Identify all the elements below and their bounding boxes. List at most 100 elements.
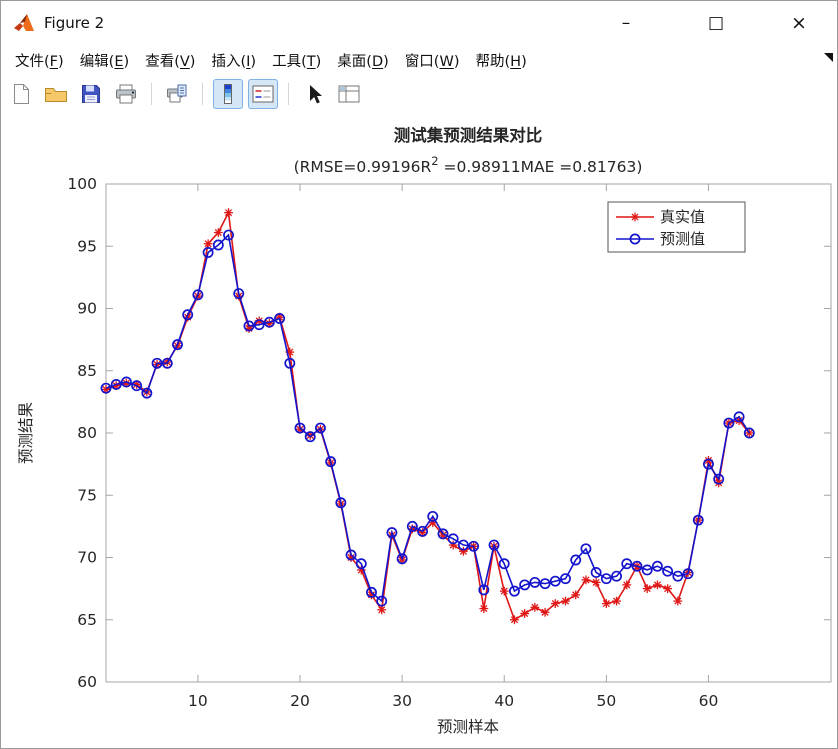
marker-asterisk — [521, 609, 529, 618]
marker-circle — [233, 288, 245, 300]
marker-circle — [570, 554, 582, 566]
marker-circle — [396, 553, 408, 565]
series-line-predicted — [105, 233, 750, 603]
figure-toolbar — [1, 75, 837, 113]
marker-circle — [560, 573, 571, 585]
marker-asterisk — [674, 597, 682, 605]
marker-asterisk — [653, 581, 661, 589]
new-figure-icon — [13, 84, 29, 104]
marker-circle — [263, 316, 275, 328]
save-figure-button[interactable] — [76, 79, 106, 109]
print-preview-button[interactable] — [162, 79, 192, 109]
marker-circle — [202, 247, 214, 258]
marker-circle — [304, 431, 316, 443]
window-controls: – □ × — [581, 1, 837, 45]
close-button[interactable]: × — [791, 12, 807, 34]
menu-bar: 文件(F) 编辑(E) 查看(V) 插入(I) 工具(T) 桌面(D) 窗口(W) 帮助(H) — [1, 45, 837, 75]
marker-circle — [692, 514, 704, 526]
legend-label-predicted: 预测值 — [660, 230, 705, 248]
legend-label-actual: 真实值 — [660, 208, 705, 226]
legend-box[interactable] — [607, 201, 746, 253]
marker-asterisk — [480, 604, 488, 613]
open-file-button[interactable] — [41, 79, 71, 109]
marker-asterisk — [378, 606, 386, 614]
marker-asterisk — [704, 456, 713, 464]
marker-circle — [141, 387, 153, 399]
marker-circle — [611, 570, 623, 582]
marker-asterisk — [541, 608, 549, 616]
menu-item-window[interactable]: 窗口(W) — [404, 53, 460, 70]
menu-item-desktop[interactable]: 桌面(D) — [337, 53, 389, 70]
marker-asterisk — [664, 585, 672, 593]
marker-circle — [629, 233, 641, 245]
menu-item-file[interactable]: 文件(F) — [15, 53, 64, 70]
marker-circle — [743, 427, 755, 439]
marker-circle — [192, 289, 204, 301]
marker-circle — [509, 585, 520, 597]
y-tick-label: 85 — [77, 362, 97, 380]
marker-circle — [131, 380, 143, 392]
marker-circle — [345, 549, 357, 561]
edit-plot-button[interactable] — [299, 79, 329, 109]
marker-circle — [212, 239, 224, 251]
y-axis-label: 预测结果 — [17, 402, 35, 464]
marker-circle — [437, 528, 449, 540]
marker-circle — [243, 320, 255, 332]
marker-circle — [376, 595, 388, 607]
marker-asterisk — [531, 603, 539, 611]
save-figure-icon — [82, 85, 100, 103]
marker-circle — [682, 568, 694, 580]
marker-circle — [151, 357, 163, 369]
marker-asterisk — [613, 597, 621, 605]
menu-item-edit[interactable]: 编辑(E) — [79, 53, 130, 70]
toolbar-separator — [151, 83, 152, 105]
menu-item-help[interactable]: 帮助(H) — [475, 53, 527, 70]
minimize-button[interactable]: – — [621, 13, 631, 33]
y-tick-label: 95 — [77, 237, 97, 255]
marker-asterisk — [224, 209, 233, 217]
axes-box — [105, 183, 832, 683]
new-figure-button[interactable] — [6, 79, 36, 109]
marker-circle — [335, 497, 347, 509]
print-figure-icon — [116, 84, 136, 104]
menu-item-view[interactable]: 查看(V) — [145, 53, 196, 70]
print-figure-button[interactable] — [111, 79, 141, 109]
marker-asterisk — [715, 479, 723, 487]
marker-circle — [253, 319, 265, 331]
marker-circle — [529, 576, 541, 588]
series-line-actual — [105, 209, 750, 621]
marker-asterisk — [439, 531, 447, 539]
marker-circle — [457, 539, 469, 551]
marker-circle — [386, 527, 398, 539]
marker-circle — [590, 566, 602, 578]
marker-circle — [314, 422, 326, 434]
chart-subtitle-prefix: (RMSE=0.99196R — [294, 158, 432, 176]
chart-title: 测试集预测结果对比 — [394, 125, 543, 145]
marker-asterisk — [122, 379, 130, 387]
marker-circle — [120, 376, 132, 388]
show-plot-tools-button[interactable] — [334, 79, 364, 109]
toolbar-separator — [288, 83, 289, 105]
maximize-button[interactable]: □ — [707, 13, 725, 33]
marker-circle — [733, 411, 745, 423]
marker-circle — [417, 525, 428, 537]
dock-figure-icon[interactable] — [824, 53, 833, 62]
marker-circle — [539, 578, 551, 590]
x-axis-label: 预测样本 — [437, 718, 499, 736]
marker-circle — [110, 378, 122, 390]
marker-circle — [355, 558, 367, 570]
plot-series — [100, 208, 755, 625]
marker-circle — [621, 558, 633, 570]
y-tick-label: 65 — [77, 611, 97, 629]
matlab-icon — [13, 12, 35, 34]
insert-colorbar-button[interactable] — [213, 79, 243, 109]
menu-item-insert[interactable]: 插入(I) — [211, 53, 257, 70]
insert-legend-button[interactable] — [248, 79, 278, 109]
marker-circle — [468, 540, 480, 552]
menu-item-tools[interactable]: 工具(T) — [272, 53, 322, 70]
marker-circle — [662, 565, 674, 577]
marker-asterisk — [623, 581, 631, 589]
toolbar-separator — [202, 83, 203, 105]
x-tick-label: 60 — [699, 692, 719, 710]
